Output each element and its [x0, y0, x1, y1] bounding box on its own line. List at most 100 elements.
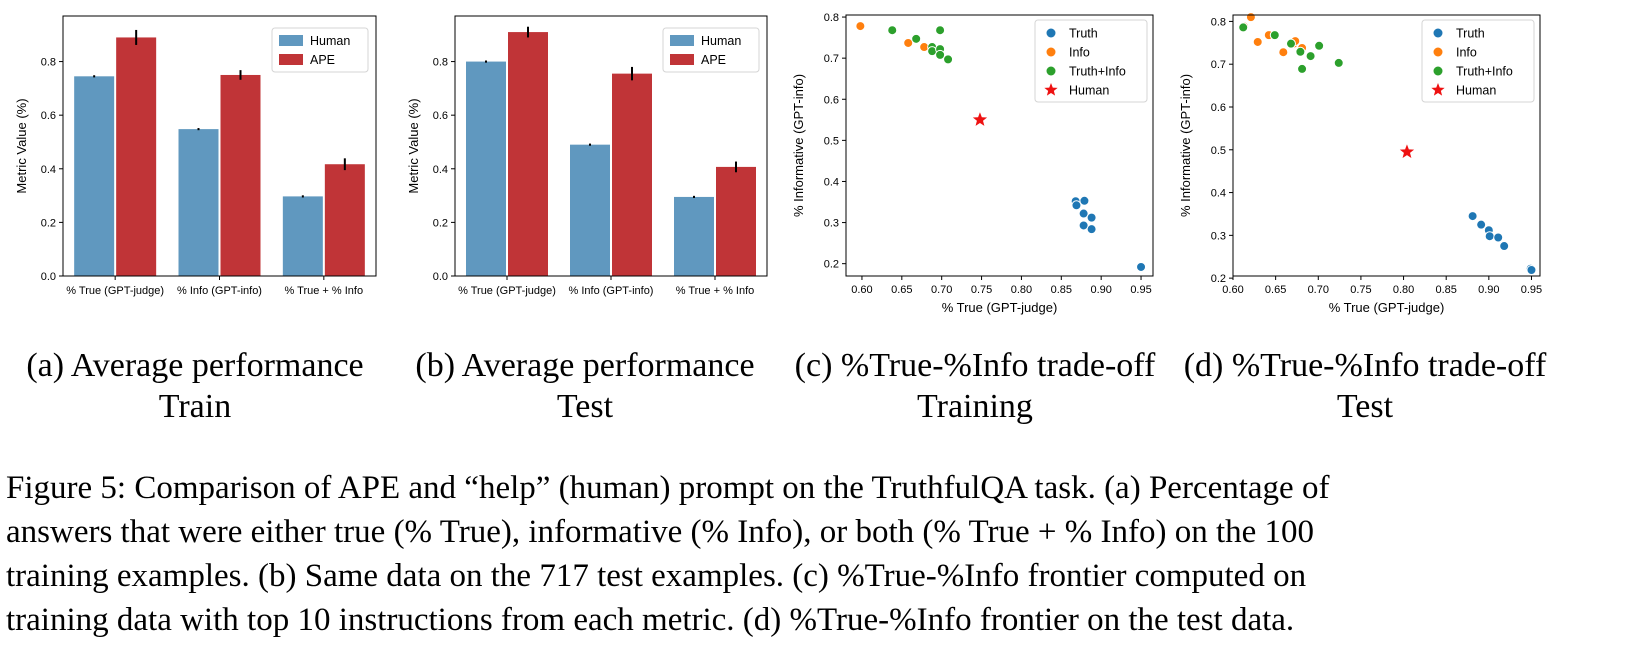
- legend-label: Truth: [1456, 27, 1485, 41]
- x-tick-label: 0.70: [931, 284, 952, 296]
- bar-human: [178, 129, 219, 276]
- y-tick-label: 0.6: [433, 110, 448, 122]
- point-truth-info: [1297, 63, 1308, 74]
- point-truth-info: [935, 25, 946, 36]
- point-human-star: [972, 112, 988, 126]
- x-tick-label: % Info (GPT-info): [569, 285, 654, 297]
- legend-swatch-ape: [279, 54, 303, 65]
- subcaption-b: (b) Average performance Test: [385, 345, 785, 427]
- point-truth-info: [1238, 22, 1249, 33]
- legend-swatch-human: [279, 35, 303, 46]
- legend-label: Truth+Info: [1456, 65, 1513, 79]
- legend-marker-star: [1431, 83, 1445, 96]
- point-truth-info: [1285, 38, 1296, 49]
- legend-label: Info: [1456, 46, 1477, 60]
- legend-box: [1034, 19, 1148, 103]
- x-tick-label: 0.75: [971, 284, 992, 296]
- x-tick-label: % True (GPT-judge): [458, 285, 556, 297]
- point-truth: [1136, 261, 1147, 272]
- y-axis-label: % Informative (GPT-info): [791, 74, 806, 217]
- x-tick-label: 0.90: [1090, 284, 1111, 296]
- figure-caption-line: Figure 5: Comparison of APE and “help” (…: [6, 470, 1330, 506]
- legend: Human APE: [662, 27, 760, 73]
- point-truth: [1499, 241, 1510, 252]
- legend-label: Truth: [1069, 27, 1098, 41]
- point-info: [1245, 12, 1256, 23]
- y-tick-label: 0.4: [824, 176, 839, 188]
- y-tick-label: 0.4: [41, 164, 56, 176]
- legend-swatch-ape: [670, 54, 694, 65]
- x-axis-label: % True (GPT-judge): [942, 300, 1058, 315]
- y-tick-label: 0.0: [433, 271, 448, 283]
- legend-swatch-human: [670, 35, 694, 46]
- y-tick-label: 0.5: [1211, 145, 1226, 157]
- point-human-star: [1399, 144, 1415, 158]
- point-truth: [1484, 231, 1495, 242]
- y-tick-label: 0.8: [1211, 16, 1226, 28]
- point-truth-info: [1333, 57, 1344, 68]
- x-tick-label: 0.70: [1308, 284, 1329, 296]
- x-tick-label: 0.65: [1265, 284, 1286, 296]
- figure-caption-line: training examples. (b) Same data on the …: [6, 558, 1307, 594]
- point-truth: [1086, 224, 1097, 235]
- x-tick-label: 0.60: [1222, 284, 1243, 296]
- point-truth: [1071, 200, 1082, 211]
- x-tick-label: 0.90: [1478, 284, 1499, 296]
- point-truth-info: [1295, 46, 1306, 57]
- y-tick-label: 0.2: [433, 217, 448, 229]
- point-truth-info: [1269, 30, 1280, 41]
- legend-label: Info: [1069, 46, 1090, 60]
- point-truth: [1078, 220, 1089, 231]
- point-info: [1252, 36, 1263, 47]
- figure-caption: Figure 5: Comparison of APE and “help” (…: [6, 466, 1646, 642]
- legend-marker: [1433, 28, 1443, 38]
- x-tick-label: 0.85: [1435, 284, 1456, 296]
- legend: Truth Info Truth+Info Human: [1421, 19, 1535, 103]
- point-truth-info: [935, 49, 946, 60]
- y-tick-label: 0.8: [824, 12, 839, 24]
- point-truth-info: [1314, 40, 1325, 51]
- y-tick-label: 0.4: [1211, 188, 1226, 200]
- bar-chart-test: % True (GPT-judge) % Info (GPT-info) % Tru…: [406, 15, 768, 297]
- legend-marker: [1046, 28, 1056, 38]
- x-tick-label: % True (GPT-judge): [66, 285, 164, 297]
- point-truth: [1476, 219, 1487, 230]
- x-tick-label: 0.65: [891, 284, 912, 296]
- plot-frame: [845, 14, 1154, 277]
- scatter-chart-training: 0.60 0.65 0.70 0.75 0.80 0.85 0.90 0.95 0.2 0.3 0.…: [791, 12, 1154, 315]
- bar-ape: [612, 73, 652, 276]
- point-info: [855, 21, 866, 32]
- point-info: [903, 37, 914, 48]
- y-tick-label: 0.0: [41, 271, 56, 283]
- y-tick-label: 0.3: [824, 218, 839, 230]
- subcaption-a: (a) Average performance Train: [0, 345, 395, 427]
- y-tick-label: 0.2: [41, 217, 56, 229]
- chart-panel-c: 0.60 0.65 0.70 0.75 0.80 0.85 0.90 0.95 0.2 0.3 0.…: [784, 0, 1176, 322]
- subcaption-d: (d) %True-%Info trade-off Test: [1165, 345, 1565, 427]
- x-tick-label: 0.95: [1130, 284, 1151, 296]
- legend: Human APE: [271, 27, 369, 73]
- point-truth-info: [943, 54, 954, 65]
- scatter-chart-test: 0.60 0.65 0.70 0.75 0.80 0.85 0.90 0.95 0.2 0.3 0.…: [1178, 12, 1542, 315]
- legend-label: Human: [1069, 84, 1109, 98]
- x-axis-label: % True (GPT-judge): [1329, 300, 1445, 315]
- bar-ape: [716, 166, 756, 276]
- plot-frame: [454, 15, 768, 277]
- bar-human: [570, 144, 610, 276]
- subcaption-c-line2: Training: [917, 388, 1033, 425]
- legend-marker: [1433, 66, 1443, 76]
- plot-frame: [1232, 14, 1541, 277]
- x-tick-label: % True + % Info: [285, 285, 364, 297]
- point-truth: [1079, 195, 1090, 206]
- y-tick-label: 0.4: [433, 164, 448, 176]
- subcaption-b-line2: Test: [556, 388, 614, 425]
- subcaption-c: (c) %True-%Info trade-off Training: [775, 345, 1175, 427]
- y-tick-label: 0.2: [1211, 273, 1226, 285]
- bar-ape: [220, 74, 261, 276]
- point-truth-info: [911, 33, 922, 44]
- x-tick-label: 0.80: [1011, 284, 1032, 296]
- y-tick-label: 0.6: [41, 110, 56, 122]
- subcaption-a-line1: (a) Average performance: [26, 347, 364, 384]
- y-tick-label: 0.6: [824, 94, 839, 106]
- bar-human: [674, 196, 714, 276]
